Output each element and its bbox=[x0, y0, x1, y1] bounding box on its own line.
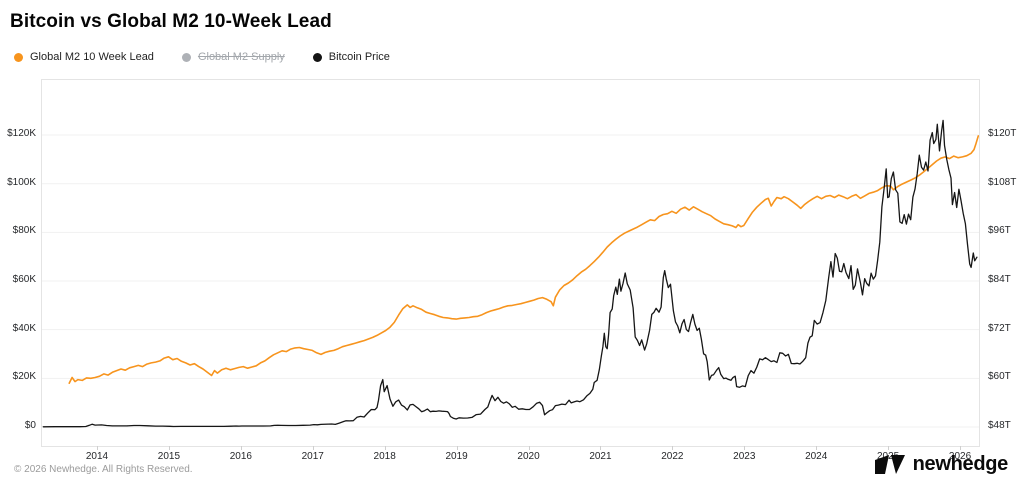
page-title: Bitcoin vs Global M2 10-Week Lead bbox=[10, 11, 332, 32]
y-axis-label-right: $48T bbox=[988, 420, 1011, 431]
legend: Global M2 10 Week Lead Global M2 Supply Bi… bbox=[14, 51, 390, 63]
x-axis-label: 2015 bbox=[157, 451, 181, 462]
legend-dot-icon bbox=[312, 52, 322, 62]
legend-item-bitcoin-price[interactable]: Bitcoin Price bbox=[312, 51, 390, 63]
x-axis-label: 2023 bbox=[733, 451, 756, 462]
newhedge-logo-text: newhedge bbox=[912, 453, 1009, 475]
y-axis-label-left: $40K bbox=[12, 322, 36, 334]
legend-item-global-m2-supply[interactable]: Global M2 Supply bbox=[181, 51, 285, 63]
y-axis-label-left: $20K bbox=[12, 371, 36, 383]
x-axis-label: 2020 bbox=[517, 451, 540, 462]
m2-lead-line bbox=[68, 135, 979, 385]
y-axis-label-left: $100K bbox=[7, 176, 36, 188]
legend-label: Bitcoin Price bbox=[328, 51, 390, 63]
x-axis-label: 2019 bbox=[445, 451, 468, 462]
y-axis-label-right: $60T bbox=[988, 371, 1011, 383]
y-axis-label-left: $0 bbox=[24, 420, 36, 431]
copyright-text: © 2026 Newhedge. All Rights Reserved. bbox=[14, 464, 193, 475]
plot-area[interactable] bbox=[41, 79, 980, 447]
y-axis-label-left: $60K bbox=[12, 274, 36, 286]
x-axis-label: 2024 bbox=[805, 451, 828, 462]
y-axis-label-left: $80K bbox=[12, 225, 36, 237]
newhedge-logo-mark bbox=[874, 455, 905, 474]
y-axis-label-right: $120T bbox=[988, 128, 1017, 140]
newhedge-logo: newhedge bbox=[874, 453, 1009, 476]
legend-dot-icon bbox=[14, 52, 23, 62]
bitcoin-price-line bbox=[42, 119, 978, 428]
y-axis-label-right: $96T bbox=[988, 225, 1011, 237]
legend-dot-icon bbox=[181, 52, 191, 62]
legend-item-global-m2-10-week-lead[interactable]: Global M2 10 Week Lead bbox=[14, 51, 154, 63]
legend-label: Global M2 Supply bbox=[197, 51, 285, 63]
x-axis-label: 2022 bbox=[661, 451, 684, 462]
y-axis-label-right: $72T bbox=[988, 322, 1011, 334]
y-axis-label-right: $108T bbox=[988, 176, 1017, 188]
y-axis-label-right: $84T bbox=[988, 274, 1011, 286]
chart-canvas bbox=[42, 119, 979, 428]
x-axis-label: 2017 bbox=[301, 451, 324, 462]
y-axis-label-left: $120K bbox=[7, 128, 36, 140]
x-axis-label: 2016 bbox=[229, 451, 252, 462]
x-axis-label: 2021 bbox=[589, 451, 612, 462]
x-axis-label: 2018 bbox=[373, 451, 396, 462]
legend-label: Global M2 10 Week Lead bbox=[30, 51, 154, 63]
x-axis-label: 2014 bbox=[85, 451, 109, 462]
